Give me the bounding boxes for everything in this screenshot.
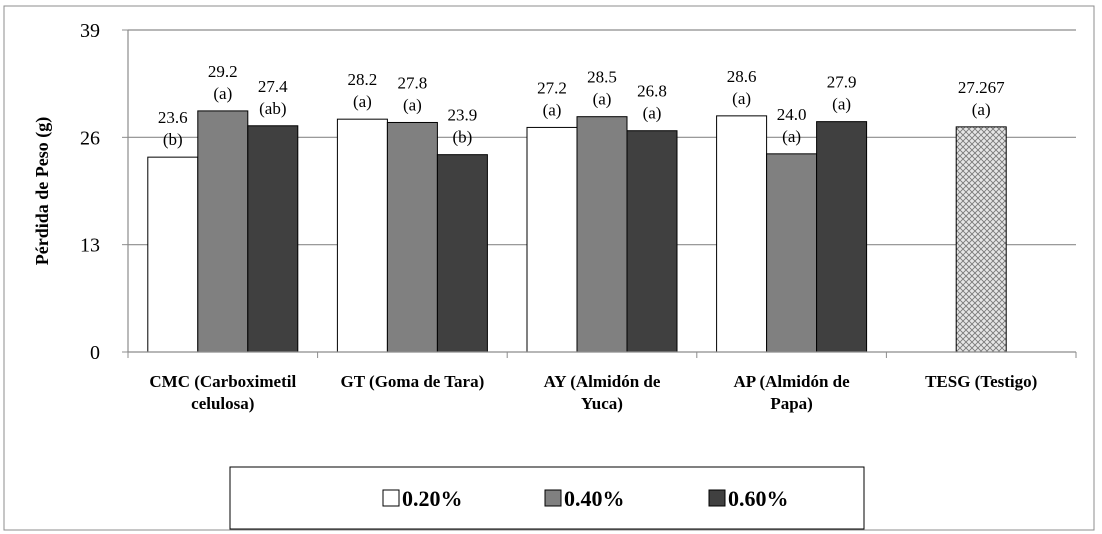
- legend-swatch: [544, 489, 562, 507]
- bar: [766, 153, 818, 353]
- category-label: Yuca): [581, 394, 623, 413]
- data-value-label: 28.5: [587, 68, 617, 87]
- significance-letter: (a): [832, 95, 851, 114]
- significance-letter: (a): [353, 92, 372, 111]
- bar: [197, 110, 249, 353]
- bar: [626, 130, 678, 353]
- y-tick-label: 39: [80, 20, 100, 42]
- y-axis-ticks: 0 13 26 39: [80, 20, 128, 364]
- legend-swatch: [708, 489, 726, 507]
- significance-letter: (a): [543, 100, 562, 119]
- category-label: Papa): [770, 394, 813, 413]
- data-value-label: 24.0: [777, 105, 807, 124]
- significance-letter: (a): [972, 100, 991, 119]
- significance-letter: (a): [732, 89, 751, 108]
- y-tick-label: 26: [80, 127, 100, 149]
- data-value-label: 27.8: [398, 73, 428, 92]
- bar: [716, 115, 768, 353]
- significance-letter: (ab): [259, 99, 286, 118]
- significance-letter: (a): [213, 84, 232, 103]
- legend-label: 0.40%: [564, 486, 625, 511]
- data-value-label: 28.6: [727, 67, 757, 86]
- category-label: TESG (Testigo): [925, 372, 1037, 391]
- legend-label: 0.20%: [402, 486, 463, 511]
- category-label: AP (Almidón de: [734, 372, 851, 391]
- significance-letter: (b): [163, 130, 183, 149]
- data-value-label: 23.9: [448, 106, 478, 125]
- bar: [147, 156, 199, 353]
- data-value-label: 27.2: [537, 78, 567, 97]
- legend-swatch: [382, 489, 400, 507]
- significance-letter: (b): [452, 128, 472, 147]
- data-value-label: 29.2: [208, 62, 238, 81]
- significance-letter: (a): [643, 104, 662, 123]
- axes: [127, 30, 1077, 358]
- bars: [147, 110, 1007, 353]
- category-labels: CMC (Carboximetil celulosa) GT (Goma de Ta…: [149, 372, 1037, 413]
- category-label: CMC (Carboximetil: [149, 372, 296, 391]
- bar: [436, 154, 488, 353]
- significance-letter: (a): [593, 90, 612, 109]
- bar: [576, 116, 628, 353]
- category-label: AY (Almidón de: [544, 372, 661, 391]
- data-value-label: 27.9: [827, 73, 857, 92]
- data-value-label: 27.4: [258, 77, 288, 96]
- y-tick-label: 0: [90, 342, 100, 364]
- bar: [247, 125, 299, 353]
- data-labels: 23.6 (b) 28.2 (a) 27.2 (a) 28.6 (a) 29.2 (a) 27.8 (…: [158, 62, 1005, 149]
- data-value-label: 28.2: [348, 70, 378, 89]
- control-bar: [955, 126, 1007, 353]
- bar: [336, 118, 388, 353]
- y-axis-title: Pérdida de Peso (g): [32, 117, 53, 265]
- data-value-label: 27.267: [958, 78, 1005, 97]
- y-tick-label: 13: [80, 235, 100, 257]
- significance-letter: (a): [782, 127, 801, 146]
- legend: 0.20% 0.40% 0.60%: [229, 466, 865, 530]
- bar: [386, 121, 438, 353]
- legend-label: 0.60%: [728, 486, 789, 511]
- significance-letter: (a): [403, 95, 422, 114]
- bar: [526, 126, 578, 353]
- data-value-label: 26.8: [637, 82, 667, 101]
- bar: [816, 121, 868, 353]
- category-label: GT (Goma de Tara): [341, 372, 485, 391]
- category-label: celulosa): [191, 394, 254, 413]
- data-value-label: 23.6: [158, 108, 188, 127]
